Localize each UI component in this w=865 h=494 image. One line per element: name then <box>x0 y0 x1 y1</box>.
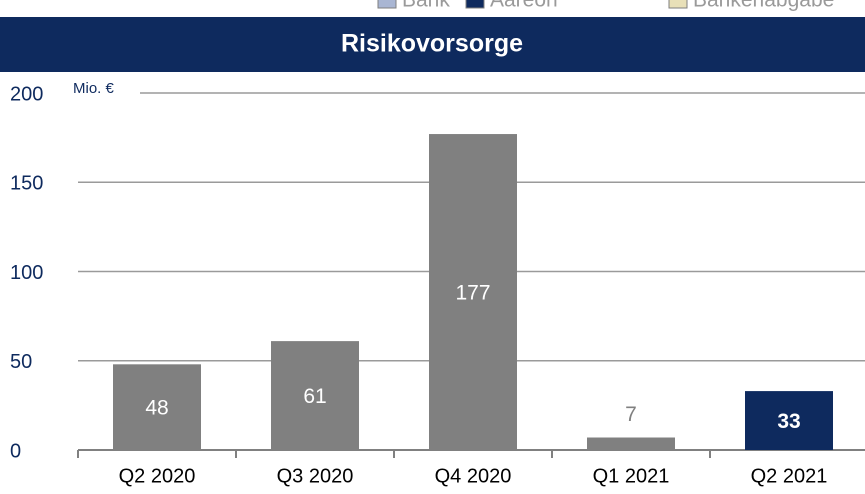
x-tick-label: Q2 2021 <box>751 465 828 487</box>
legend-label: Aareon <box>490 0 558 12</box>
value-label: 33 <box>777 410 800 433</box>
legend-swatch <box>465 0 485 9</box>
value-label: 48 <box>145 397 168 420</box>
y-tick-label: 0 <box>10 440 21 462</box>
value-label: 61 <box>303 385 326 408</box>
bar <box>113 364 201 450</box>
x-tick-label: Q3 2020 <box>277 465 354 487</box>
legend-swatch <box>377 0 397 9</box>
bar <box>271 341 359 450</box>
x-tick-label: Q1 2021 <box>593 465 670 487</box>
bar <box>429 134 517 450</box>
chart-title: Risikovorsorge <box>341 30 523 58</box>
y-tick-label: 100 <box>10 262 43 284</box>
y-tick-label: 50 <box>10 351 32 373</box>
bar <box>745 391 833 450</box>
x-tick-label: Q4 2020 <box>435 465 512 487</box>
y-tick-label: 200 <box>10 83 43 105</box>
x-tick-label: Q2 2020 <box>119 465 196 487</box>
unit-label: Mio. € <box>73 80 115 97</box>
y-tick-label: 150 <box>10 173 43 195</box>
legend-swatch <box>668 0 688 9</box>
title-band <box>0 17 865 72</box>
legend-label: Bankenabgabe <box>693 0 834 12</box>
legend-label: Bank <box>402 0 450 12</box>
value-label: 7 <box>625 403 637 426</box>
value-label: 177 <box>455 282 490 305</box>
bar <box>587 437 675 450</box>
